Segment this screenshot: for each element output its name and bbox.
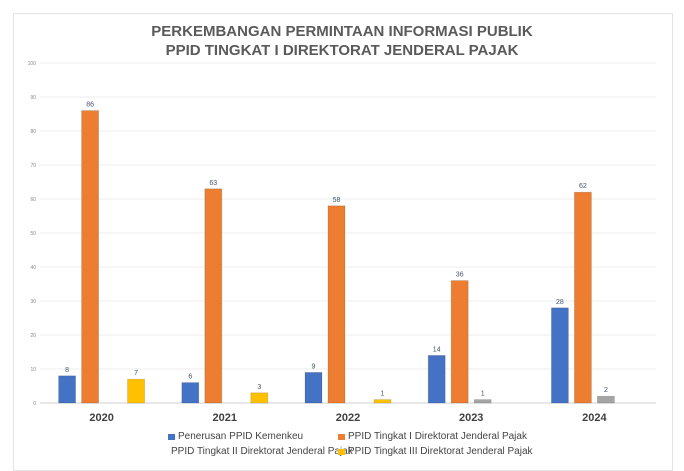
bar-2022 (304, 371, 323, 404)
y-tick-label: 50 (30, 231, 36, 237)
bar-2020 (58, 375, 76, 404)
y-tick-label: 80 (30, 129, 36, 135)
legend: Penerusan PPID Kemenkeu PPID Tingkat I Di… (168, 431, 538, 457)
y-tick-label: 30 (30, 299, 36, 305)
data-label: 63 (209, 180, 217, 187)
bar-2024 (551, 307, 569, 404)
chart-title: PERKEMBANGAN PERMINTAAN INFORMASI PUBLIK… (0, 22, 684, 60)
data-label: 6 (188, 374, 192, 381)
y-tick-label: 20 (30, 333, 36, 339)
data-label: 8 (65, 367, 69, 374)
x-tick-label: 2024 (582, 412, 607, 424)
bar-2020 (127, 378, 145, 404)
data-label: 7 (134, 370, 138, 377)
legend-swatch (338, 448, 345, 455)
bar-2021 (204, 188, 223, 404)
legend-item: PPID Tingkat II Direktorat Jenderal Paja… (168, 446, 353, 457)
legend-label: PPID Tingkat II Direktorat Jenderal Paja… (171, 446, 353, 457)
data-label: 3 (257, 384, 261, 391)
legend-item: Penerusan PPID Kemenkeu (168, 431, 338, 442)
data-label: 58 (333, 197, 341, 204)
x-tick-label: 2023 (459, 412, 483, 424)
bar-2021 (181, 382, 200, 404)
legend-swatch (168, 433, 175, 440)
y-tick-label: 70 (30, 163, 36, 169)
x-tick-label: 2021 (213, 412, 237, 424)
data-label: 1 (381, 391, 385, 398)
bar-2023 (427, 354, 446, 404)
data-label: 62 (579, 183, 587, 190)
data-label: 28 (556, 299, 564, 306)
bar-2020 (81, 110, 99, 404)
bar-2022 (327, 205, 346, 404)
data-label: 2 (604, 387, 608, 394)
legend-swatch (338, 433, 345, 440)
x-tick-label: 2020 (89, 412, 113, 424)
bar-2024 (574, 191, 592, 404)
title-line-1: PERKEMBANGAN PERMINTAAN INFORMASI PUBLIK (151, 23, 533, 40)
legend-label: Penerusan PPID Kemenkeu (178, 431, 304, 442)
y-tick-label: 100 (28, 61, 37, 67)
title-line-2: PPID TINGKAT I DIREKTORAT JENDERAL PAJAK (165, 42, 519, 59)
legend-label: PPID Tingkat III Direktorat Jenderal Paj… (348, 446, 533, 457)
data-label: 86 (86, 102, 94, 109)
data-label: 14 (433, 346, 441, 353)
data-label: 1 (481, 391, 485, 398)
y-tick-label: 0 (33, 401, 36, 407)
legend-label: PPID Tingkat I Direktorat Jenderal Pajak (348, 431, 527, 442)
bar-2023 (473, 399, 492, 404)
legend-item: PPID Tingkat I Direktorat Jenderal Pajak (338, 431, 538, 442)
bar-2023 (450, 280, 469, 404)
data-label: 36 (456, 272, 464, 279)
y-tick-label: 40 (30, 265, 36, 271)
bar-2022 (373, 399, 392, 404)
x-tick-label: 2022 (336, 412, 360, 424)
y-tick-label: 90 (30, 95, 36, 101)
y-tick-label: 10 (30, 367, 36, 373)
legend-item: PPID Tingkat III Direktorat Jenderal Paj… (338, 446, 538, 457)
bar-2021 (250, 392, 269, 404)
data-label: 9 (312, 363, 316, 370)
bar-2024 (597, 395, 615, 404)
y-tick-label: 60 (30, 197, 36, 203)
